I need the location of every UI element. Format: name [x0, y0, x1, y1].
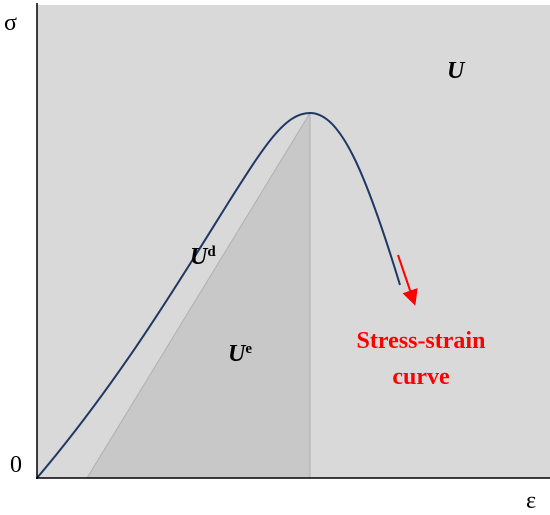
x-label: ε	[526, 488, 536, 514]
total-energy-label: U	[447, 58, 466, 84]
stress-strain-curve	[36, 111, 401, 479]
elastic-energy-label: Ue	[228, 341, 252, 367]
annotation-line: Stress-strain	[357, 328, 486, 354]
origin-label: 0	[10, 452, 22, 478]
superscript: e	[245, 341, 252, 357]
annotation-line: curve	[392, 364, 450, 390]
arrow	[397, 254, 418, 306]
superscript: d	[207, 244, 216, 260]
dissipated-energy-label: Ud	[190, 244, 216, 270]
y-label: σ	[4, 10, 17, 36]
symbol: U	[190, 244, 209, 270]
symbol: U	[228, 341, 247, 367]
